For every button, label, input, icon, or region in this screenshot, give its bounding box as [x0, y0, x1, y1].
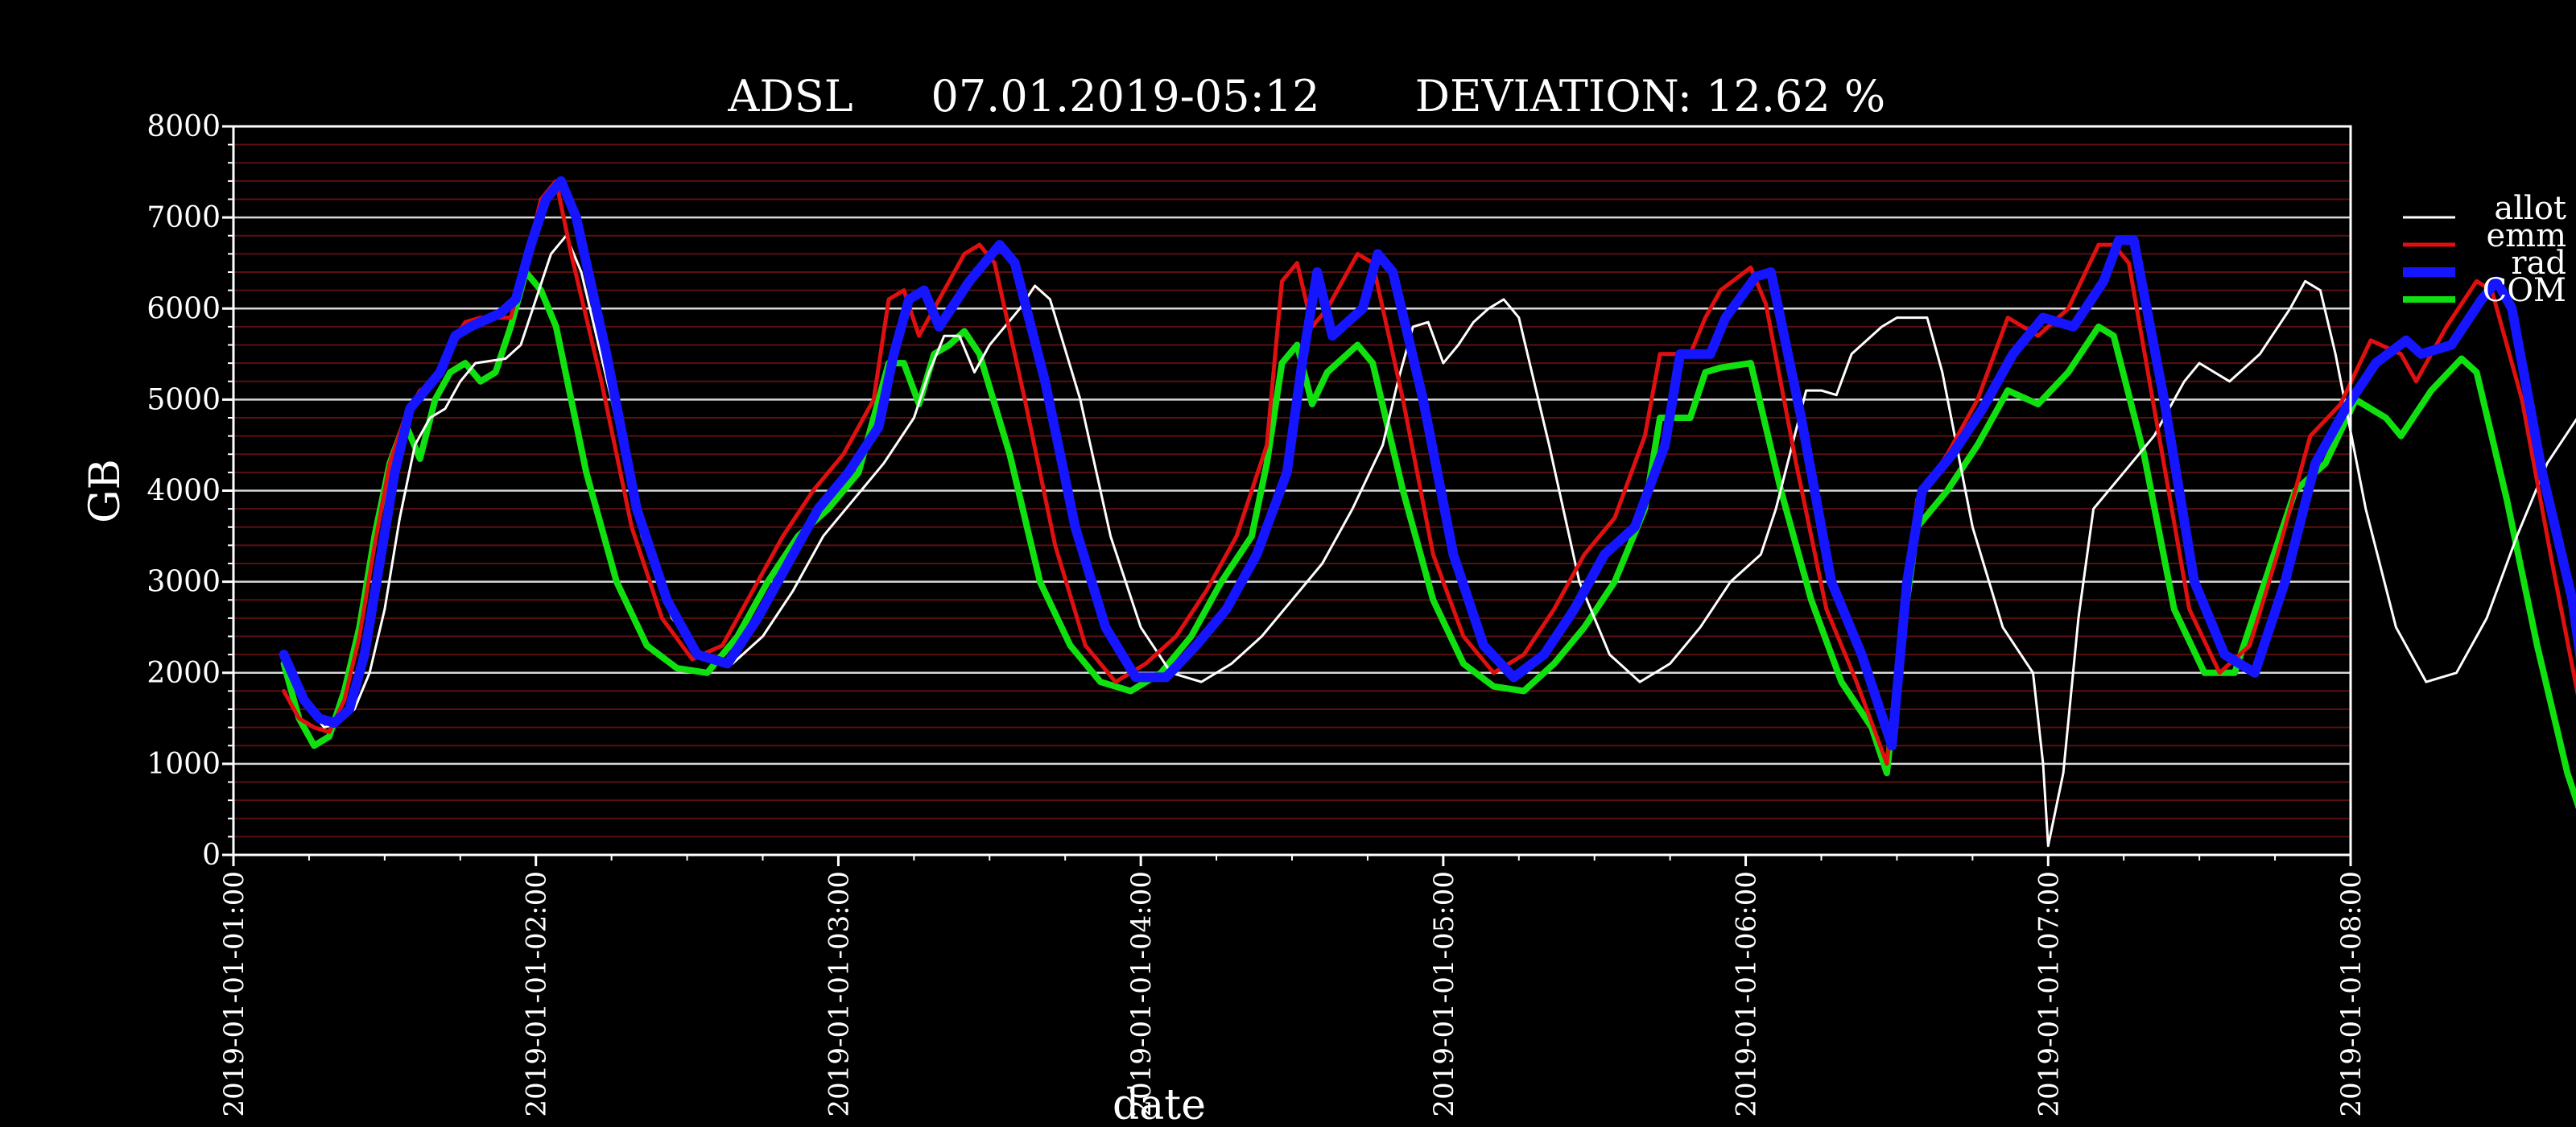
y-axis-ticks: 0 1000 2000 3000 4000 5000 6000 7000 8000: [147, 110, 233, 872]
legend-label-emm: emm: [2486, 217, 2566, 254]
y-axis-label: GB: [81, 459, 130, 523]
legend-label-allot: allot: [2494, 190, 2566, 227]
header-timestamp: 07.01.2019-05:12: [931, 71, 1319, 122]
x-axis-ticks: 2019-01-01-01:00 2019-01-01-02:00 2019-01-…: [218, 855, 2368, 1117]
x-tick-label: 2019-01-01-02:00: [521, 871, 553, 1117]
x-axis-label: date: [1113, 1081, 1206, 1127]
x-tick-label: 2019-01-01-04:00: [1125, 871, 1158, 1117]
legend-label-com: COM: [2483, 272, 2566, 309]
y-tick-label: 4000: [147, 475, 221, 508]
series-layer: [279, 175, 2576, 848]
x-tick-label: 2019-01-01-01:00: [218, 871, 250, 1117]
y-tick-label: 6000: [147, 292, 221, 325]
series-line-com: [280, 269, 2576, 810]
y-tick-label: 8000: [147, 110, 221, 143]
y-tick-label: 0: [202, 839, 221, 872]
series-line-allot: [283, 234, 2576, 848]
header-product: ADSL: [727, 71, 852, 122]
x-tick-label: 2019-01-01-03:00: [823, 871, 855, 1117]
x-tick-label: 2019-01-01-06:00: [1731, 871, 1763, 1117]
y-tick-label: 1000: [147, 748, 221, 781]
major-gridlines: [233, 216, 2351, 766]
header-deviation: DEVIATION: 12.62 %: [1415, 71, 1885, 122]
y-tick-label: 3000: [147, 566, 221, 599]
y-tick-label: 2000: [147, 657, 221, 690]
legend-label-rad: rad: [2511, 245, 2566, 282]
x-tick-label: 2019-01-01-07:00: [2033, 871, 2065, 1117]
x-tick-label: 2019-01-01-08:00: [2335, 871, 2368, 1117]
minor-gridlines: [233, 143, 2351, 838]
series-line-rad: [279, 175, 2576, 751]
y-tick-label: 7000: [147, 201, 221, 234]
x-tick-label: 2019-01-01-05:00: [1428, 871, 1460, 1117]
y-tick-label: 5000: [147, 383, 221, 416]
